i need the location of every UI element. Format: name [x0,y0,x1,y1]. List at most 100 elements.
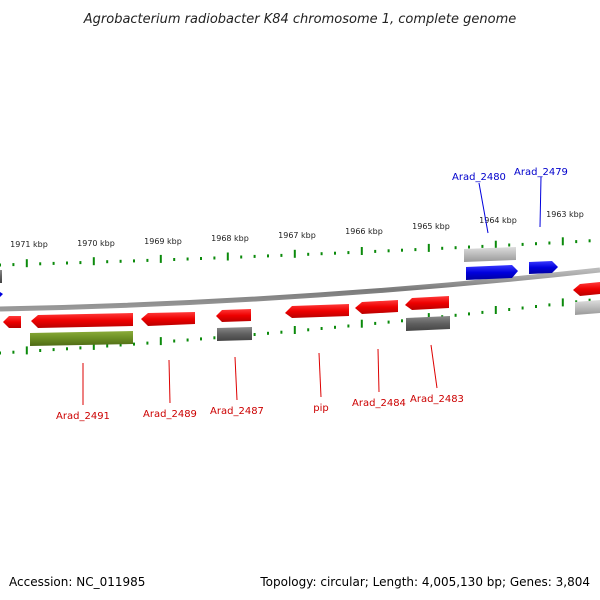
gene-arad-2483[interactable] [405,296,449,310]
inner-track-minor-tick [468,312,470,316]
outer-track-major-tick [427,243,430,252]
gene-edge-left-reverse[interactable] [3,316,21,328]
outer-track-minor-tick [481,244,484,248]
outer-track-major-tick [561,237,564,246]
inner-track-minor-tick [548,303,551,307]
inner-track-major-tick [92,341,95,350]
inner-track-minor-tick [535,305,537,308]
inner-track-minor-tick [146,341,149,345]
outer-track-minor-tick [347,251,350,255]
tick-label-1966-kbp: 1966 kbp [345,227,383,236]
tick-label-1967-kbp: 1967 kbp [278,231,316,240]
inner-track-minor-tick [481,310,484,314]
outer-track-minor-tick [468,245,470,249]
outer-track-minor-tick [0,263,1,267]
inner-track-minor-tick [588,298,591,302]
outer-track-minor-tick [267,254,269,258]
label-arad-2480[interactable]: Arad_2480 [452,172,506,183]
outer-track-minor-tick [200,257,202,260]
label-arad-2489[interactable]: Arad_2489 [143,409,197,420]
gene-arad-2480-pseudo[interactable] [464,247,516,262]
inner-track-minor-tick [79,346,82,350]
leader-arad-2483 [430,344,438,389]
inner-track-minor-tick [575,300,578,304]
gene-edge-left-forward[interactable] [0,292,3,297]
outer-track-major-tick [159,254,162,263]
outer-track-minor-tick [441,246,444,250]
forward-features [0,247,558,297]
inner-track-minor-tick [52,348,55,352]
outer-track-minor-tick [133,259,135,263]
inner-track-minor-tick [374,321,377,325]
outer-track-minor-tick [240,255,243,259]
outer-track-minor-tick [280,253,283,257]
tick-labels: 1971 kbp 1970 kbp 1969 kbp 1968 kbp 1967… [10,210,584,249]
inner-track-minor-tick [267,331,269,335]
outer-track-minor-tick [575,240,578,244]
inner-track-major-tick [159,337,162,346]
outer-track-major-tick [293,249,296,258]
outer-track-minor-tick [253,254,256,258]
gene-arad-2483-pseudo[interactable] [406,316,450,331]
inner-track-minor-tick [200,337,202,341]
gene-edge-right-pseudo[interactable] [575,300,600,315]
outer-tick-track [0,237,591,268]
gene-arad-2484[interactable] [355,300,398,314]
outer-track-major-tick [360,247,363,255]
inner-track-major-tick [360,319,363,328]
inner-track-major-tick [25,346,28,355]
map-title: Agrobacterium radiobacter K84 chromosome… [83,12,516,27]
leader-arad-2484 [377,348,380,393]
inner-track-minor-tick [320,327,323,330]
inner-track-minor-tick [454,313,457,317]
label-leaders [82,176,542,405]
outer-track-minor-tick [401,248,403,252]
inner-track-minor-tick [307,328,310,332]
gene-arad-2491-rna[interactable] [30,331,133,346]
gene-arad-2487[interactable] [216,309,251,322]
outer-track-major-tick [494,240,497,249]
inner-track-minor-tick [106,344,109,348]
tick-label-1965-kbp: 1965 kbp [412,222,450,231]
outer-track-minor-tick [186,257,189,261]
gene-arad-2491[interactable] [31,313,133,328]
leader-arad-2489 [168,359,171,404]
label-arad-2484[interactable]: Arad_2484 [352,398,406,409]
chromosome-backbone [0,267,600,312]
inner-track-minor-tick [387,320,390,324]
leader-arad-2480 [478,182,489,234]
outer-track-minor-tick [548,241,551,245]
inner-track-major-tick [293,326,296,334]
outer-track-minor-tick [79,261,82,265]
inner-track-minor-tick [186,338,189,342]
label-arad-2491[interactable]: Arad_2491 [56,411,110,422]
outer-track-minor-tick [588,239,591,243]
outer-track-minor-tick [213,256,216,260]
label-pip[interactable]: pip [313,403,328,414]
accession-text: Accession: NC_011985 [9,575,145,589]
inner-track-minor-tick [347,324,350,328]
label-arad-2487[interactable]: Arad_2487 [210,406,264,417]
inner-track-major-tick [494,306,497,314]
inner-track-minor-tick [66,347,68,351]
label-arad-2483[interactable]: Arad_2483 [410,394,464,405]
gene-pip[interactable] [285,304,349,318]
inner-track-minor-tick [521,306,524,310]
gene-edge-left-pseudo[interactable] [0,270,2,283]
tick-label-1964-kbp: 1964 kbp [479,216,517,225]
outer-track-minor-tick [12,263,15,267]
gene-arad-2487-pseudo[interactable] [217,327,252,341]
inner-track-minor-tick [39,349,42,352]
label-arad-2479[interactable]: Arad_2479 [514,167,568,178]
inner-track-minor-tick [401,319,403,323]
outer-track-minor-tick [106,260,109,264]
tick-label-1963-kbp: 1963 kbp [546,210,584,219]
inner-track-minor-tick [508,308,511,311]
gene-arad-2479[interactable] [529,261,558,274]
gene-edge-right-reverse[interactable] [573,282,600,296]
inner-track-minor-tick [0,351,1,355]
outer-track-minor-tick [173,258,176,261]
gene-arad-2489[interactable] [141,312,195,326]
gene-arad-2480[interactable] [466,265,518,280]
